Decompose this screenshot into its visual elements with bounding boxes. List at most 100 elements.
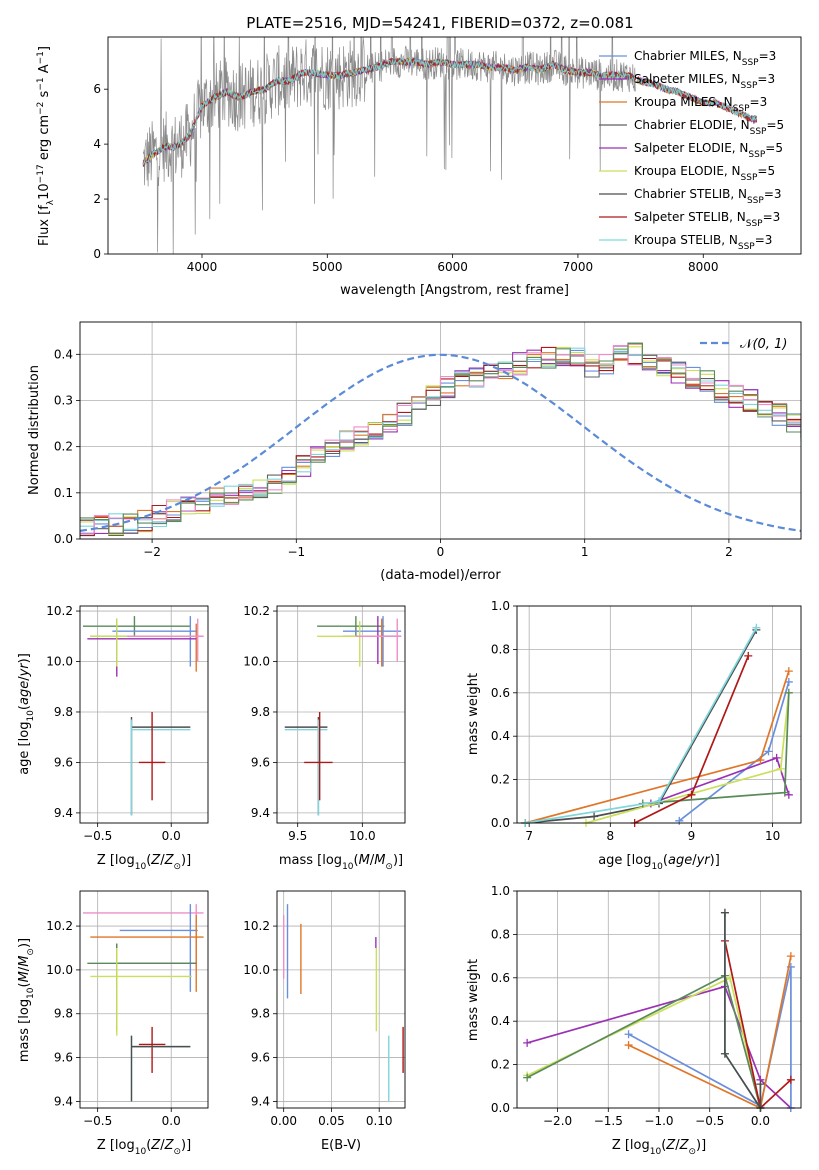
y-axis-label: age [log10(age/yr)] — [17, 653, 36, 775]
y-tick-label: 9.4 — [251, 1094, 270, 1108]
y-tick-label: 0.4 — [54, 347, 73, 361]
weight-age-marker — [772, 753, 781, 762]
weight-z-marker — [523, 1038, 532, 1047]
spectrum-lines — [142, 37, 758, 254]
weight-age-marker — [687, 790, 696, 799]
x-tick-label: 0.0 — [162, 829, 181, 843]
weight-z-line — [724, 912, 762, 1111]
y-tick-label: 10.2 — [46, 604, 73, 618]
y-tick-label: 10.0 — [243, 655, 270, 669]
y-tick-label: 0.3 — [54, 393, 73, 407]
x-tick-label: 7 — [525, 829, 533, 843]
x-tick-label: 0 — [437, 545, 445, 559]
y-tick-label: 10.0 — [243, 963, 270, 977]
y-tick-label: 2 — [93, 192, 101, 206]
weight-age-marker — [784, 790, 793, 799]
weight-age-marker — [784, 688, 793, 697]
weight-age-line — [585, 692, 790, 824]
y-tick-label: 0.1 — [54, 486, 73, 500]
weight-z-marker — [523, 1073, 532, 1082]
weight-z-marker — [624, 1041, 633, 1050]
y-tick-label: 10.0 — [46, 655, 73, 669]
y-tick-label: 1.0 — [491, 599, 510, 613]
y-tick-label: 9.6 — [54, 755, 73, 769]
axes-frame — [516, 605, 802, 824]
x-axis-label: age [log10(age/yr)] — [598, 853, 720, 872]
y-tick-label: 10.2 — [243, 604, 270, 618]
y-axis-label: mass weight — [466, 959, 481, 1041]
weight-age-marker — [764, 747, 773, 756]
model-spectrum — [142, 57, 758, 166]
y-tick-label: 0.6 — [491, 686, 510, 700]
x-axis-label: mass [log10(M/M⊙)] — [279, 853, 403, 872]
weight-age-line — [525, 629, 758, 824]
histogram-series — [80, 347, 801, 530]
x-tick-label: 0.0 — [162, 1114, 181, 1128]
x-tick-label: 7000 — [563, 260, 594, 274]
weight-age-marker — [675, 816, 684, 825]
y-tick-label: 9.6 — [251, 1051, 270, 1065]
x-tick-label: −2.0 — [543, 1114, 572, 1128]
normal-curve — [80, 353, 801, 532]
y-axis-label: Flux [fλ10−17 erg cm−2 s−1 A−1] — [36, 46, 56, 246]
weight-age-marker — [776, 764, 785, 773]
plot-layer: 4000 5000 6000 7000 8000 0 2 4 6 Chabrier MILES, … — [17, 36, 802, 1157]
y-tick-label: 10.0 — [46, 963, 73, 977]
weight-z-line — [724, 912, 762, 1109]
y-tick-label: 0.0 — [491, 816, 510, 830]
y-tick-label: 9.4 — [54, 1094, 73, 1108]
axes-frame — [79, 890, 209, 1109]
x-tick-label: −1.0 — [644, 1114, 673, 1128]
weight-age-line — [524, 670, 790, 824]
y-tick-label: 0.0 — [491, 1101, 510, 1115]
axes-frame — [276, 890, 406, 1109]
legend-label: Salpeter MILES, NSSP=3 — [634, 72, 775, 91]
weight-z-line — [628, 966, 792, 1108]
x-tick-label: −0.5 — [695, 1114, 724, 1128]
x-axis-label: Z [log10(Z/Z⊙)] — [97, 1138, 191, 1157]
legend-label: Kroupa ELODIE, NSSP=5 — [634, 164, 775, 183]
legend-label: Chabrier STELIB, NSSP=3 — [634, 187, 782, 206]
weight-z-marker — [756, 1080, 765, 1089]
weight-age-marker — [590, 812, 599, 821]
x-tick-label: 5000 — [312, 260, 343, 274]
legend-label: Salpeter ELODIE, NSSP=5 — [634, 141, 783, 160]
y-tick-label: 9.4 — [54, 806, 73, 820]
legend-label: Kroupa MILES, NSSP=3 — [634, 95, 767, 114]
x-tick-label: 9.5 — [288, 829, 307, 843]
legend-label: Chabrier ELODIE, NSSP=5 — [634, 118, 784, 137]
axes-frame — [79, 605, 209, 824]
legend-label: Chabrier MILES, NSSP=3 — [634, 49, 776, 68]
y-tick-label: 0.2 — [491, 773, 510, 787]
y-tick-label: 9.8 — [54, 1007, 73, 1021]
y-tick-label: 9.8 — [251, 705, 270, 719]
weight-z-marker — [720, 1049, 729, 1058]
x-tick-label: 9 — [688, 829, 696, 843]
axes-frame — [107, 36, 802, 255]
x-axis-label: (data-model)/error — [380, 568, 501, 583]
figure-title: PLATE=2516, MJD=54241, FIBERID=0372, z=0… — [246, 14, 633, 32]
x-axis-label: wavelength [Angstrom, rest frame] — [340, 283, 569, 298]
y-tick-label: 0.4 — [491, 1014, 510, 1028]
legend-label: 𝒩(0, 1) — [740, 337, 787, 352]
histograms — [80, 342, 801, 537]
histogram-series — [80, 348, 801, 536]
y-tick-label: 0.8 — [491, 642, 510, 656]
y-tick-label: 9.4 — [251, 806, 270, 820]
x-tick-label: 8000 — [688, 260, 719, 274]
weight-z-line — [724, 940, 792, 1110]
weight-age-marker — [655, 797, 663, 806]
y-tick-label: 0.6 — [491, 971, 510, 985]
observed-spectrum — [142, 37, 636, 254]
y-axis-label: Normed distribution — [27, 365, 42, 495]
x-tick-label: 0.00 — [270, 1114, 297, 1128]
legend-label: Salpeter STELIB, NSSP=3 — [634, 210, 780, 229]
y-tick-label: 0.8 — [491, 927, 510, 941]
x-tick-label: 10.0 — [349, 829, 376, 843]
x-tick-label: 6000 — [437, 260, 468, 274]
y-tick-label: 10.2 — [243, 919, 270, 933]
axes-frame — [276, 605, 406, 824]
y-tick-label: 4 — [93, 137, 101, 151]
x-tick-label: −0.5 — [83, 1114, 112, 1128]
